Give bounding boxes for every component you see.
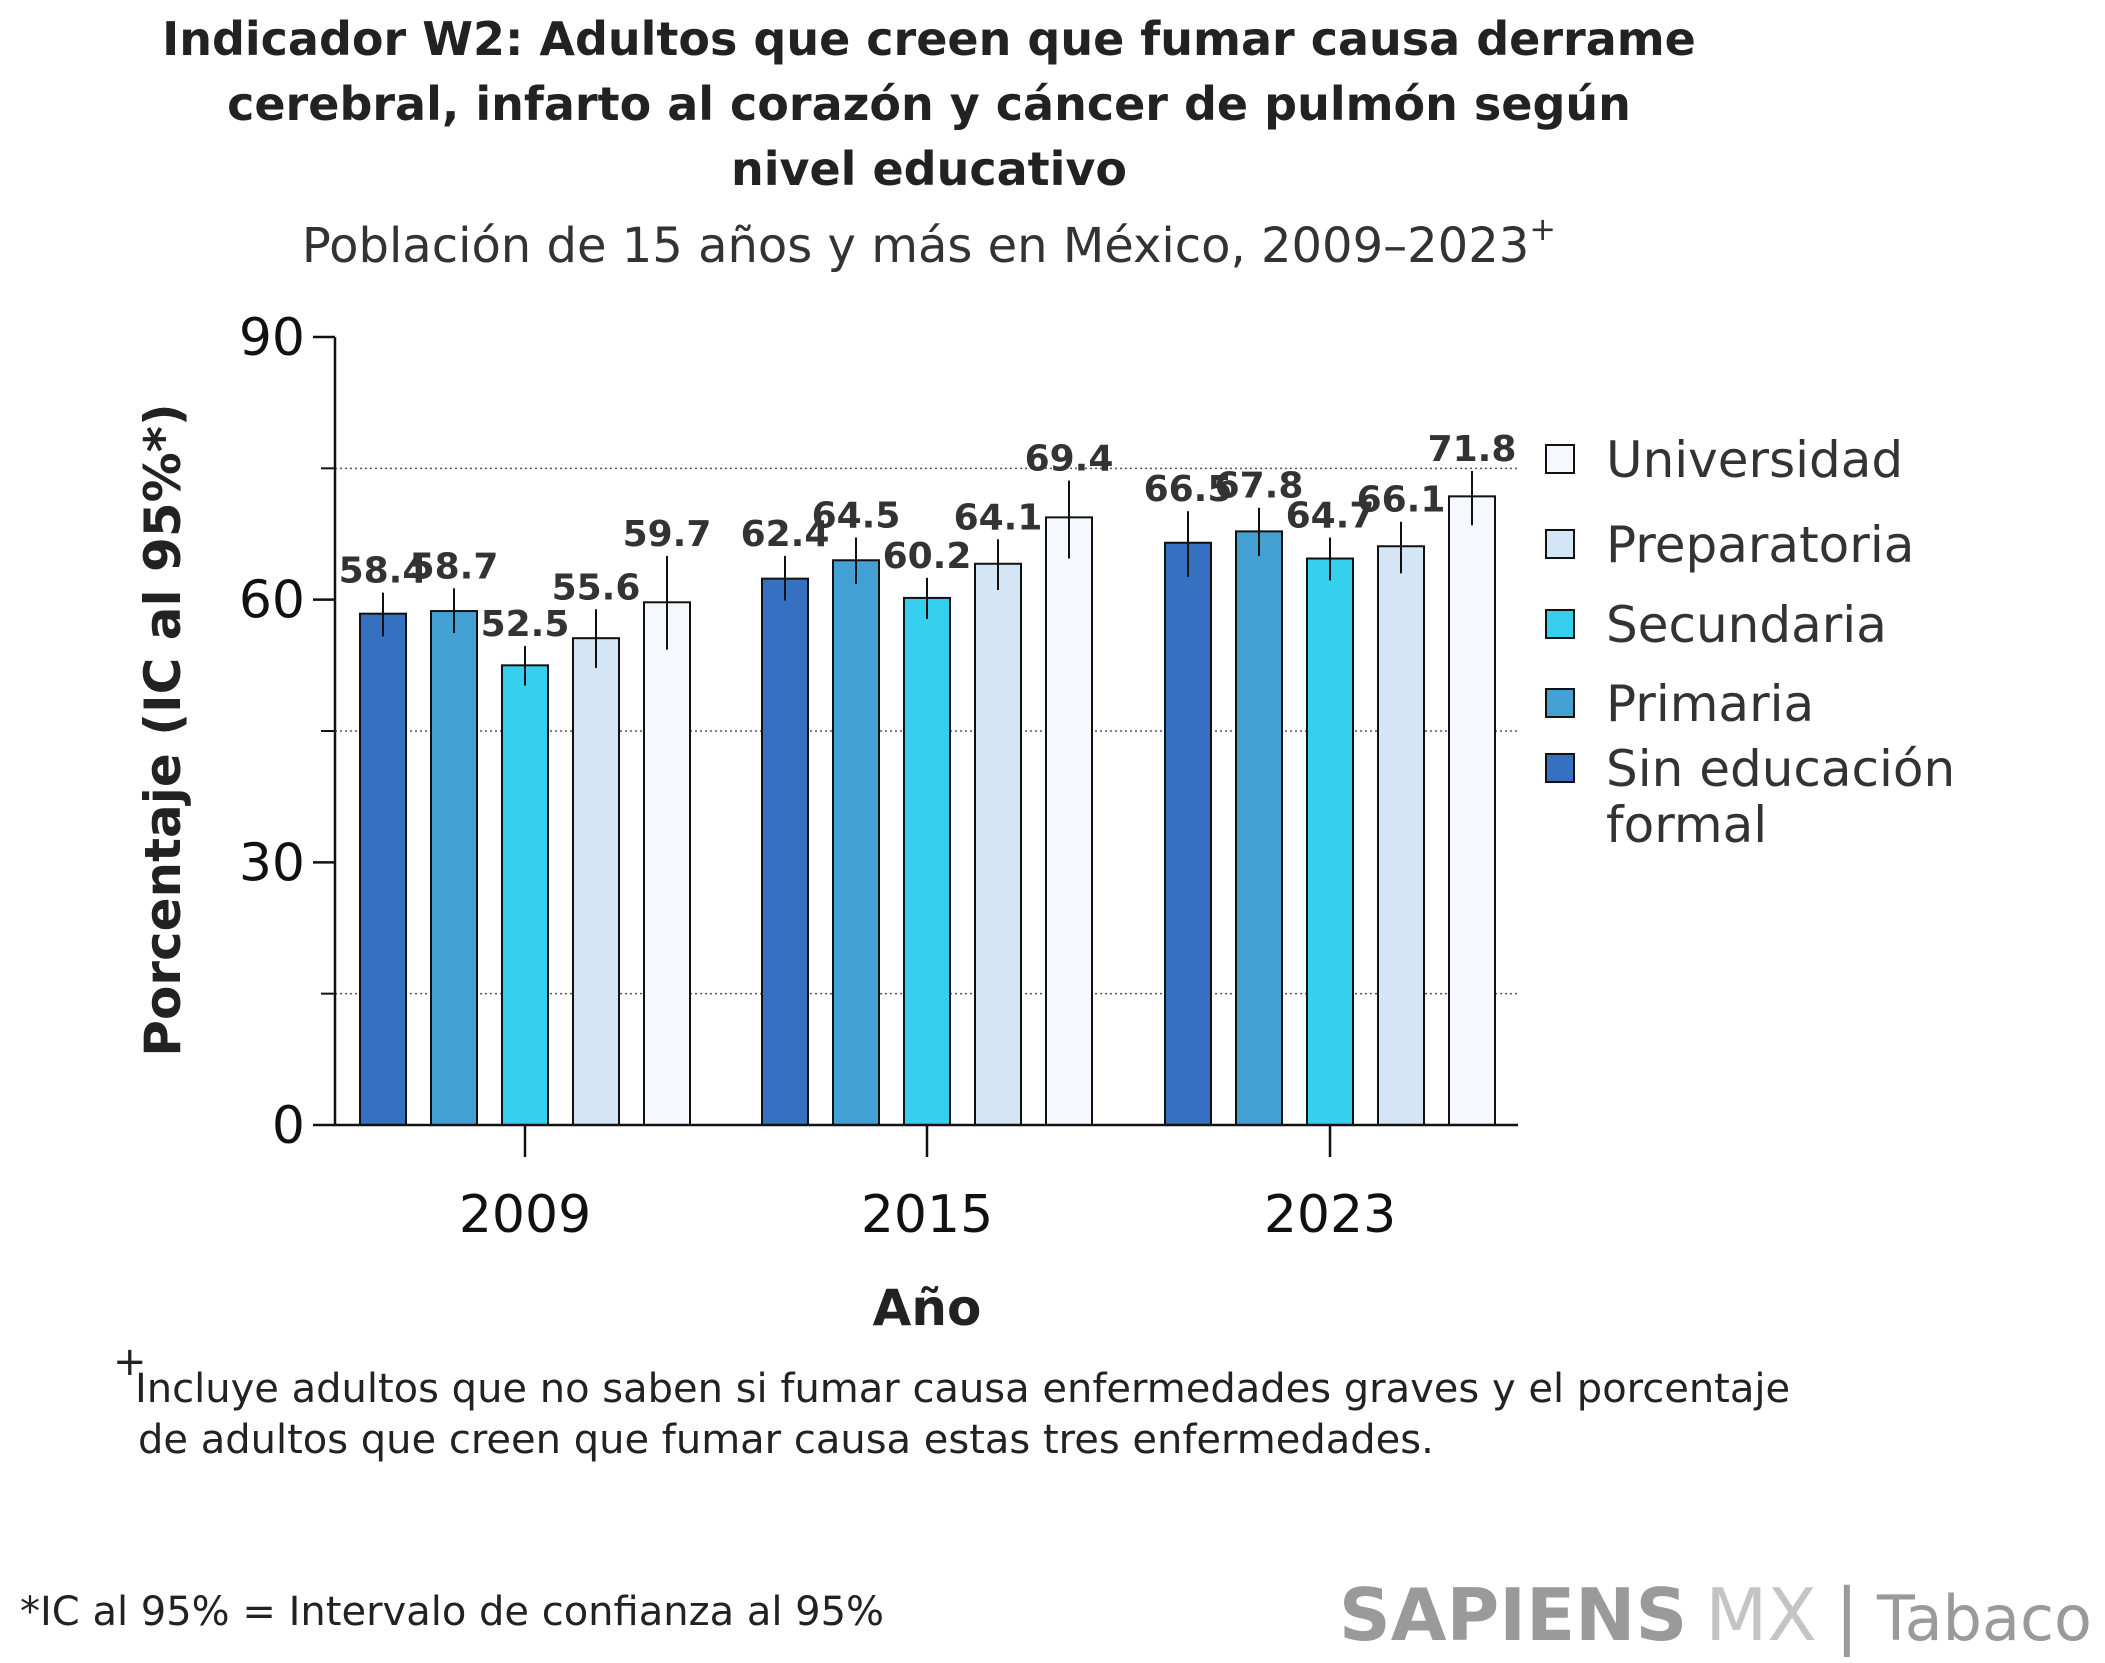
data-label: 69.4 bbox=[1025, 439, 1114, 480]
x-tick-label: 2023 bbox=[1264, 1185, 1396, 1245]
data-label: 59.7 bbox=[623, 514, 712, 555]
chart-title-line-2: cerebral, infarto al corazón y cáncer de… bbox=[227, 77, 1631, 131]
data-label: 66.5 bbox=[1144, 469, 1233, 510]
bar bbox=[1235, 530, 1283, 1126]
data-label: 55.6 bbox=[552, 567, 641, 608]
footnote-mark: + bbox=[113, 1339, 147, 1385]
chart-title-line-3: nivel educativo bbox=[731, 142, 1127, 196]
bar bbox=[572, 637, 620, 1126]
x-tick-label: 2015 bbox=[861, 1185, 993, 1245]
data-label: 66.1 bbox=[1357, 480, 1446, 521]
x-tick-label: 2009 bbox=[459, 1185, 591, 1245]
bar bbox=[643, 601, 691, 1126]
subtitle-text: Población de 15 años y más en México, 20… bbox=[302, 218, 1529, 274]
bar bbox=[761, 577, 809, 1126]
data-label: 62.4 bbox=[741, 514, 830, 555]
bar bbox=[974, 562, 1022, 1126]
data-label: 64.7 bbox=[1286, 496, 1375, 537]
y-tick-label: 0 bbox=[272, 1096, 305, 1156]
bar bbox=[1306, 557, 1354, 1126]
y-axis-label: Porcentaje (IC al 95%*) bbox=[134, 403, 192, 1056]
legend-swatch bbox=[1545, 529, 1575, 559]
y-tick-label: 90 bbox=[239, 308, 305, 368]
data-label: 67.8 bbox=[1215, 466, 1304, 507]
data-label: 58.4 bbox=[339, 551, 428, 592]
y-tick-label: 60 bbox=[239, 571, 305, 631]
legend-label: Sin educación bbox=[1606, 740, 1955, 798]
subtitle-mark: + bbox=[1529, 210, 1556, 248]
legend: Universidad Preparatoria Secundaria Primari… bbox=[1545, 431, 1955, 854]
x-axis-label: Año bbox=[873, 1279, 982, 1337]
data-label: 58.7 bbox=[410, 546, 499, 587]
data-label: 52.5 bbox=[481, 604, 570, 645]
data-label: 64.1 bbox=[954, 497, 1043, 538]
data-label: 64.5 bbox=[812, 496, 901, 537]
legend-swatch bbox=[1545, 753, 1575, 783]
legend-swatch bbox=[1545, 688, 1575, 718]
data-label: 71.8 bbox=[1428, 429, 1517, 470]
bar bbox=[1448, 495, 1496, 1126]
chart-title-line-1: Indicador W2: Adultos que creen que fuma… bbox=[162, 12, 1696, 66]
ci-note: *IC al 95% = Intervalo de confianza al 9… bbox=[20, 1589, 884, 1635]
legend-swatch bbox=[1545, 609, 1575, 639]
legend-label: formal bbox=[1606, 796, 1767, 854]
bar bbox=[832, 559, 880, 1126]
data-label: 60.2 bbox=[883, 536, 972, 577]
bar bbox=[359, 612, 407, 1126]
bar bbox=[1377, 545, 1425, 1126]
bar bbox=[501, 664, 549, 1126]
bar bbox=[903, 596, 951, 1126]
footnote-line-2: de adultos que creen que fumar causa est… bbox=[138, 1417, 1434, 1463]
legend-label: Secundaria bbox=[1606, 596, 1887, 654]
bar bbox=[1045, 516, 1093, 1126]
footnote-line-1: Incluye adultos que no saben si fumar ca… bbox=[135, 1366, 1790, 1412]
axes: 0 30 60 90 2009 2015 2023 bbox=[239, 308, 1518, 1245]
bar bbox=[430, 610, 478, 1126]
legend-swatch bbox=[1545, 444, 1575, 474]
bars: 58.458.7 52.555.6 59.7 62.464.560.264.1 69.4… bbox=[339, 429, 1517, 1126]
chart-subtitle: Población de 15 años y más en México, 20… bbox=[302, 210, 1556, 274]
legend-label: Preparatoria bbox=[1606, 516, 1914, 574]
legend-label: Universidad bbox=[1606, 431, 1903, 489]
sapiens-logo: SAPIENS MX | Tabaco bbox=[1339, 1573, 2092, 1658]
y-tick-label: 30 bbox=[239, 833, 305, 893]
bar bbox=[1164, 541, 1212, 1126]
legend-label: Primaria bbox=[1606, 675, 1814, 733]
